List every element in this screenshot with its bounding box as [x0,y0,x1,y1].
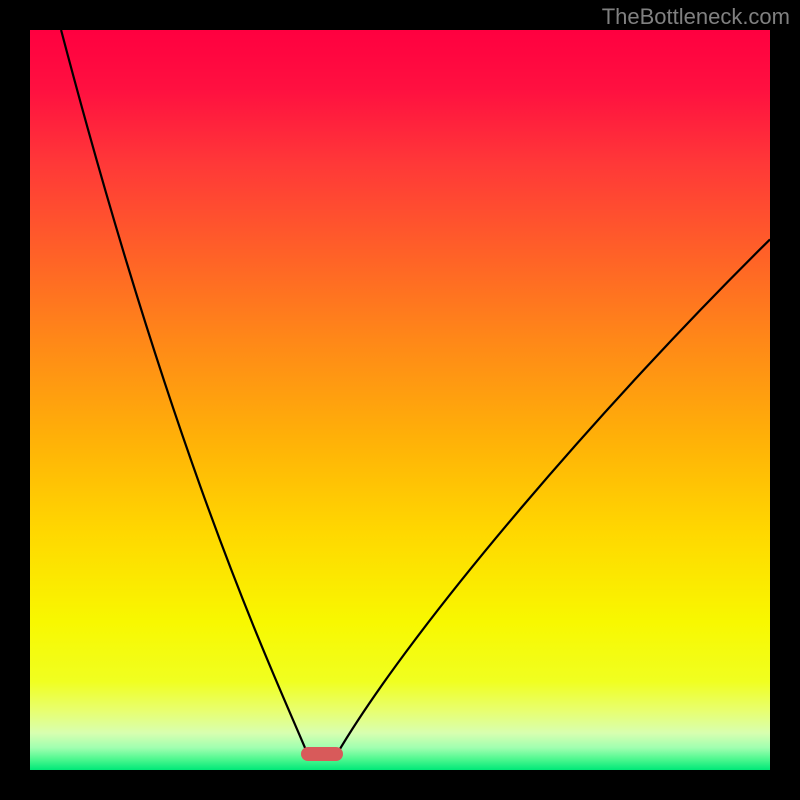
watermark-text: TheBottleneck.com [602,4,790,30]
optimum-marker [301,747,343,761]
plot-area [30,30,770,770]
gradient-background [30,30,770,770]
